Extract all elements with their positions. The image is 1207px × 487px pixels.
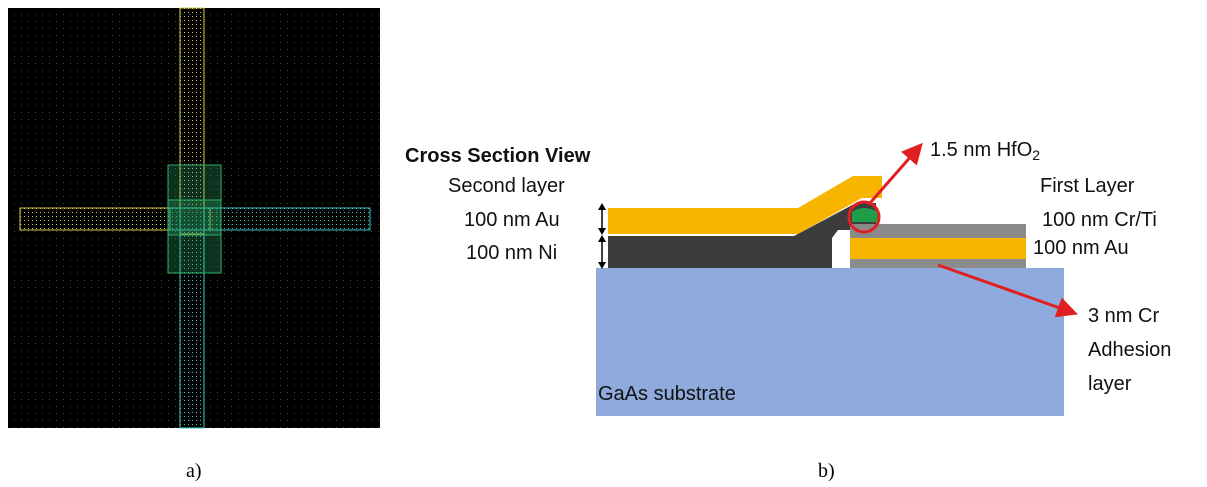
nickel-layer bbox=[608, 203, 876, 268]
layout-overlap-inner bbox=[167, 199, 222, 236]
panel-a-caption: a) bbox=[186, 460, 202, 482]
hfo2-arrow bbox=[868, 142, 923, 204]
layout-overlap-outer bbox=[167, 164, 222, 274]
hfo2-highlight-circle bbox=[847, 200, 881, 234]
ni-label: 100 nm Ni bbox=[466, 242, 557, 264]
cross-section-title: Cross Section View bbox=[405, 145, 591, 167]
hfo2-label: 1.5 nm HfO2 bbox=[930, 139, 1040, 163]
hfo2-label-main: 1.5 nm HfO bbox=[930, 139, 1032, 161]
gold-bottom-layer bbox=[850, 238, 1026, 259]
cr-adhesion-label-3: layer bbox=[1088, 373, 1132, 395]
layout-bottom-electrode-vertical bbox=[179, 207, 205, 429]
cr-adhesion-label-1: 3 nm Cr bbox=[1088, 305, 1159, 327]
second-layer-label: Second layer bbox=[448, 175, 565, 197]
substrate-label: GaAs substrate bbox=[598, 383, 736, 405]
layout-bottom-electrode-horizontal bbox=[169, 207, 371, 231]
hfo2-label-sub: 2 bbox=[1032, 147, 1040, 163]
gaas-substrate bbox=[596, 268, 1064, 416]
cr-ti-label: 100 nm Cr/Ti bbox=[1042, 209, 1157, 231]
au-top-label: 100 nm Au bbox=[464, 209, 560, 231]
cr-adhesion-label-2: Adhesion bbox=[1088, 339, 1171, 361]
layout-panel: a) bbox=[8, 7, 380, 482]
thickness-arrow-ni bbox=[598, 235, 606, 269]
cross-section-panel: GaAs substrate Cross Section View bbox=[405, 139, 1171, 482]
cr-adhesion-arrow bbox=[937, 263, 1078, 318]
hfo2-layer bbox=[852, 208, 878, 222]
panel-b-caption: b) bbox=[818, 460, 835, 482]
cr-adhesion-layer bbox=[850, 259, 1026, 268]
first-layer-label: First Layer bbox=[1040, 175, 1135, 197]
gold-top-layer bbox=[608, 176, 882, 234]
au-bottom-label: 100 nm Au bbox=[1033, 237, 1129, 259]
thickness-arrow-au bbox=[598, 203, 606, 235]
cr-ti-layer bbox=[850, 224, 1026, 238]
